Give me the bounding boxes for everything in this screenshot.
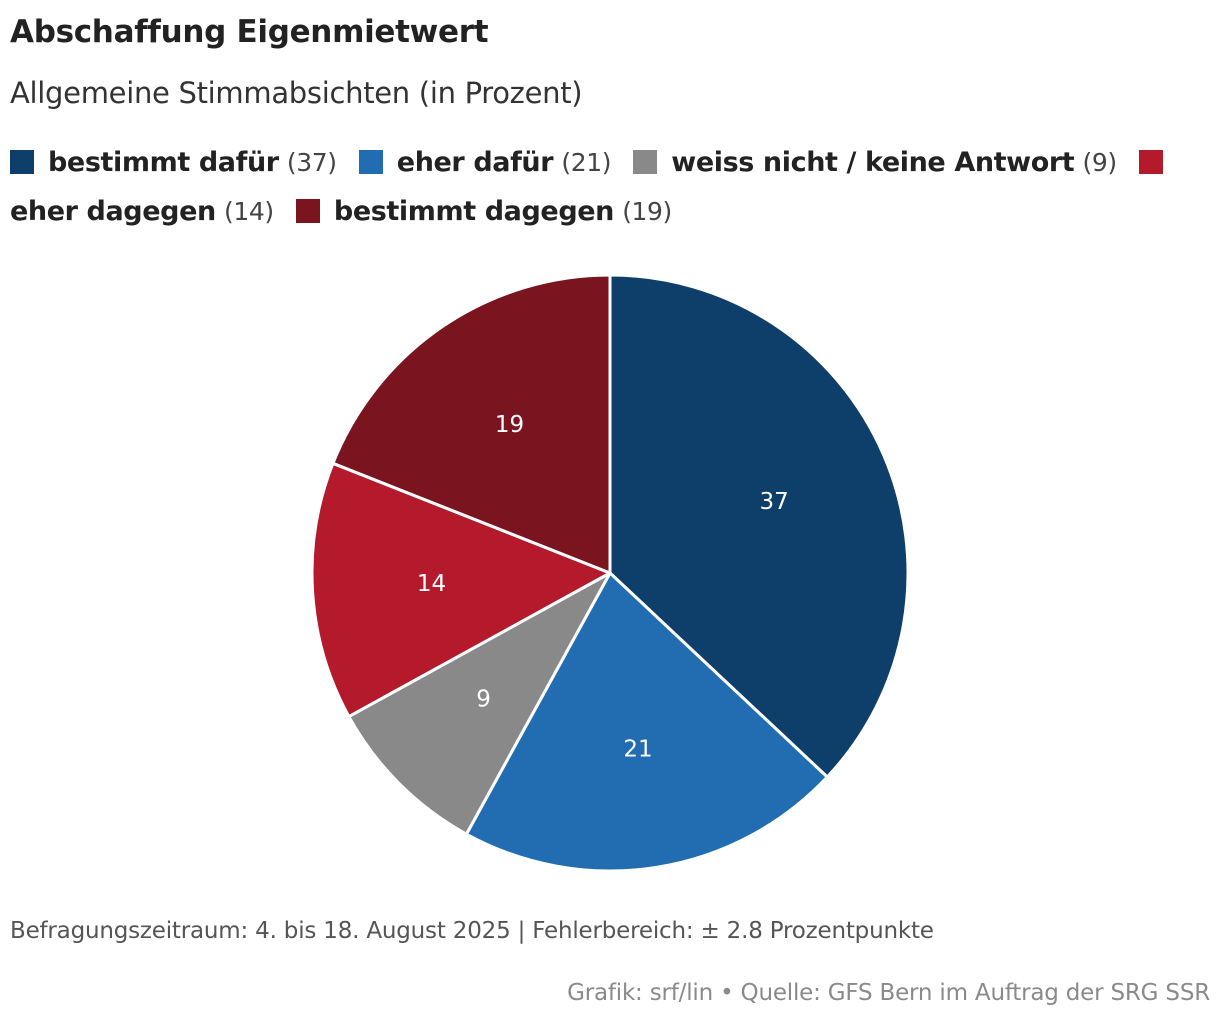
legend-value: (37): [286, 148, 337, 177]
legend-item-eher-dagegen[interactable]: eher dagegen (14): [10, 147, 1177, 227]
legend-label: eher dafür: [396, 147, 554, 178]
legend-swatch: [633, 150, 658, 174]
pie-slice-eher-dagegen[interactable]: [310, 461, 612, 719]
chart-title: Abschaffung Eigenmietwert: [10, 14, 489, 50]
legend-label: bestimmt dagegen: [333, 196, 614, 227]
legend-value: (19): [622, 197, 672, 226]
slice-value-label: 21: [623, 737, 652, 763]
legend-value: (21): [561, 148, 612, 177]
legend-label: weiss nicht / keine Antwort: [671, 147, 1075, 178]
legend-label: bestimmt dafür: [48, 147, 279, 178]
legend-swatch: [10, 150, 34, 174]
pie-slice-bestimmt-daf-r[interactable]: [608, 273, 910, 779]
slice-value-label: 9: [476, 686, 491, 712]
slice-value-label: 19: [495, 412, 524, 438]
pie-slice-eher-daf-r[interactable]: [464, 571, 829, 873]
pie-slice-weiss-nicht-keine-antwort[interactable]: [347, 571, 612, 836]
credits: Grafik: srf/lin • Quelle: GFS Bern im Au…: [567, 980, 1210, 1006]
chart-subtitle: Allgemeine Stimmabsichten (in Prozent): [10, 76, 583, 110]
legend-label: eher dagegen: [10, 196, 216, 227]
legend-value: (9): [1082, 148, 1117, 177]
legend-item-bestimmt-dagegen[interactable]: bestimmt dagegen (19): [295, 196, 672, 227]
slice-value-label: 14: [417, 571, 446, 597]
legend-item-eher-dafuer[interactable]: eher dafür (21): [358, 147, 620, 178]
legend-swatch: [295, 199, 320, 223]
legend-item-weiss-nicht[interactable]: weiss nicht / keine Antwort (9): [633, 147, 1125, 178]
pie-slice-bestimmt-dagegen[interactable]: [331, 273, 612, 575]
legend-swatch: [358, 150, 383, 174]
legend-swatch: [1138, 150, 1163, 174]
legend-value: (14): [224, 197, 274, 226]
slice-value-label: 37: [759, 489, 788, 515]
legend: bestimmt dafür (37) eher dafür (21) weis…: [10, 138, 1210, 236]
footnote: Befragungszeitraum: 4. bis 18. August 20…: [10, 918, 934, 944]
legend-item-bestimmt-dafuer[interactable]: bestimmt dafür (37): [10, 147, 345, 178]
